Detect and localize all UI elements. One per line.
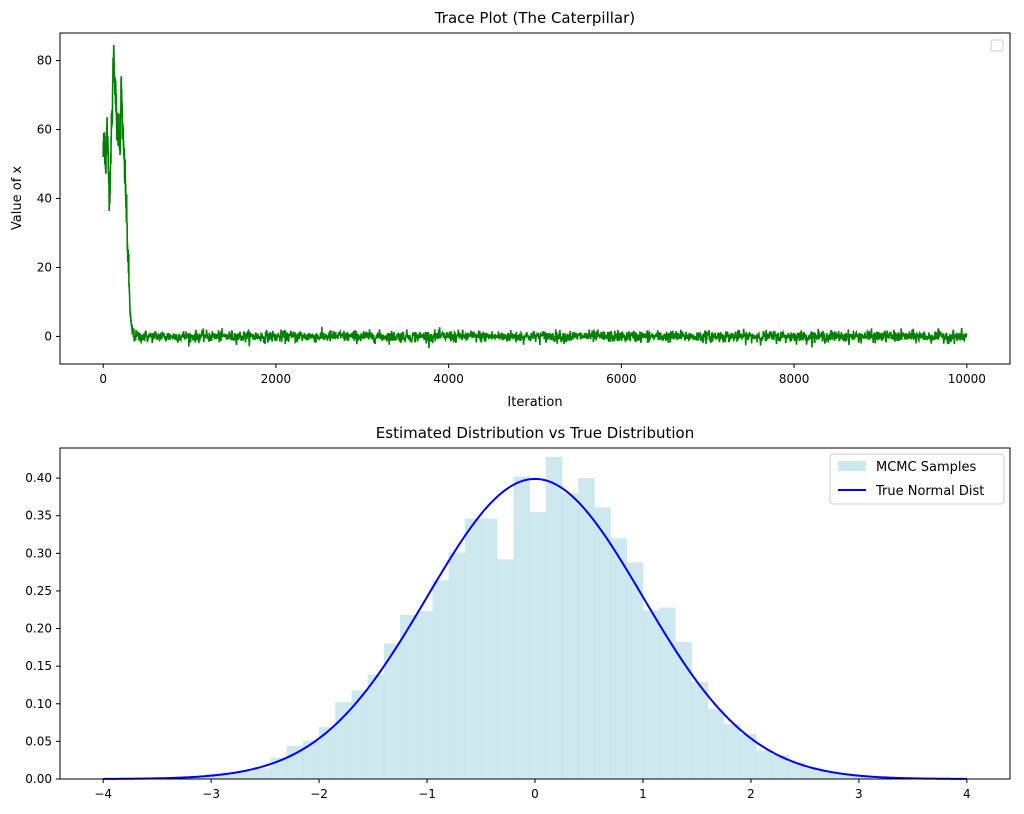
y-tick-label: 0.20 bbox=[25, 622, 52, 636]
trace-line bbox=[102, 44, 968, 349]
x-tick-label: 2 bbox=[747, 787, 755, 801]
histogram-bar bbox=[578, 478, 595, 779]
y-tick-label: 60 bbox=[37, 123, 52, 137]
histogram-bar bbox=[626, 562, 644, 779]
y-tick-label: 0.35 bbox=[25, 509, 52, 523]
histogram-bar bbox=[804, 767, 822, 779]
x-tick-label: 10000 bbox=[948, 372, 986, 386]
histogram-bar bbox=[691, 681, 709, 779]
legend-swatch-mcmc bbox=[838, 461, 866, 471]
distribution-plot-x-ticks: −4 −3 −2 −1 0 1 2 3 4 bbox=[94, 779, 971, 801]
histogram-bar bbox=[221, 772, 239, 779]
x-tick-label: 4 bbox=[963, 787, 971, 801]
trace-plot-title: Trace Plot (The Caterpillar) bbox=[434, 9, 635, 27]
distribution-plot-axes: Estimated Distribution vs True Distribut… bbox=[25, 424, 1011, 801]
x-tick-label: −2 bbox=[310, 787, 328, 801]
x-tick-label: −4 bbox=[94, 787, 112, 801]
y-tick-label: 0.40 bbox=[25, 471, 52, 485]
histogram-bar bbox=[319, 727, 336, 779]
x-tick-label: 2000 bbox=[261, 372, 292, 386]
histogram-bar bbox=[497, 559, 514, 779]
x-tick-label: −1 bbox=[418, 787, 436, 801]
trace-plot-x-label: Iteration bbox=[507, 395, 562, 410]
histogram-bar bbox=[254, 768, 271, 779]
trace-plot-data bbox=[102, 44, 968, 349]
y-tick-label: 0.10 bbox=[25, 697, 52, 711]
histogram-bar bbox=[837, 774, 854, 779]
trace-plot-y-label: Value of x bbox=[10, 166, 25, 230]
normal-pdf-line bbox=[103, 477, 967, 780]
trace-plot-y-ticks: 0 20 40 60 80 bbox=[37, 54, 60, 343]
histogram-bar bbox=[594, 507, 611, 779]
legend-label-normal: True Normal Dist bbox=[875, 484, 984, 499]
y-tick-label: 0.05 bbox=[25, 734, 52, 748]
histogram-bar bbox=[400, 615, 417, 779]
x-tick-label: 4000 bbox=[433, 372, 464, 386]
distribution-plot-legend: MCMC Samples True Normal Dist bbox=[829, 453, 1005, 505]
trace-plot-axes: Trace Plot (The Caterpillar) 0 2000 4000 60… bbox=[10, 9, 1011, 410]
histogram-bars bbox=[189, 457, 870, 779]
x-tick-label: 0 bbox=[99, 372, 107, 386]
y-tick-label: 0 bbox=[44, 329, 52, 343]
y-tick-label: 0.30 bbox=[25, 546, 52, 560]
x-tick-label: 1 bbox=[639, 787, 647, 801]
histogram-bar bbox=[545, 457, 563, 779]
histogram-bar bbox=[335, 702, 352, 779]
histogram-bar bbox=[367, 674, 385, 779]
x-tick-label: 3 bbox=[855, 787, 863, 801]
legend-box bbox=[829, 453, 1005, 505]
trace-plot-empty-legend bbox=[990, 39, 1004, 52]
y-tick-label: 0.25 bbox=[25, 584, 52, 598]
distribution-plot-y-ticks: 0.00 0.05 0.10 0.15 0.20 0.25 0.30 0.35 0.40 bbox=[25, 471, 60, 786]
histogram-bar bbox=[464, 518, 482, 779]
histogram-bar bbox=[513, 476, 530, 779]
histogram-bar bbox=[821, 771, 838, 779]
histogram-bar bbox=[610, 538, 628, 779]
histogram-bar bbox=[772, 754, 789, 779]
y-tick-label: 80 bbox=[37, 54, 52, 68]
histogram-bar bbox=[642, 610, 660, 779]
histogram-bar bbox=[740, 733, 757, 779]
x-tick-label: 6000 bbox=[606, 372, 637, 386]
y-tick-label: 40 bbox=[37, 192, 52, 206]
normal-curve bbox=[103, 477, 967, 780]
histogram-bar bbox=[383, 643, 401, 779]
x-tick-label: −3 bbox=[202, 787, 220, 801]
x-tick-label: 0 bbox=[531, 787, 539, 801]
histogram-bar bbox=[756, 750, 773, 779]
histogram-bar bbox=[659, 607, 676, 779]
histogram-bar bbox=[286, 745, 304, 779]
y-tick-label: 0.00 bbox=[25, 772, 52, 786]
trace-plot-x-ticks: 0 2000 4000 6000 8000 10000 bbox=[99, 364, 986, 386]
histogram-bar bbox=[675, 642, 692, 779]
histogram-bar bbox=[529, 511, 547, 779]
histogram-bar bbox=[723, 724, 741, 779]
histogram-bar bbox=[448, 552, 466, 779]
histogram-bar bbox=[238, 770, 255, 779]
histogram-bar bbox=[707, 709, 725, 779]
distribution-plot-title: Estimated Distribution vs True Distribut… bbox=[376, 424, 694, 442]
histogram-bar bbox=[788, 762, 806, 779]
histogram-bar bbox=[432, 580, 449, 779]
histogram-bar bbox=[416, 611, 433, 779]
histogram-bar bbox=[302, 740, 320, 779]
histogram-bar bbox=[561, 493, 579, 779]
y-tick-label: 0.15 bbox=[25, 659, 52, 673]
histogram-bar bbox=[351, 690, 368, 779]
x-tick-label: 8000 bbox=[779, 372, 810, 386]
histogram-bar bbox=[481, 518, 498, 779]
y-tick-label: 20 bbox=[37, 260, 52, 274]
legend-label-mcmc: MCMC Samples bbox=[876, 460, 976, 475]
histogram-bar bbox=[853, 775, 870, 779]
